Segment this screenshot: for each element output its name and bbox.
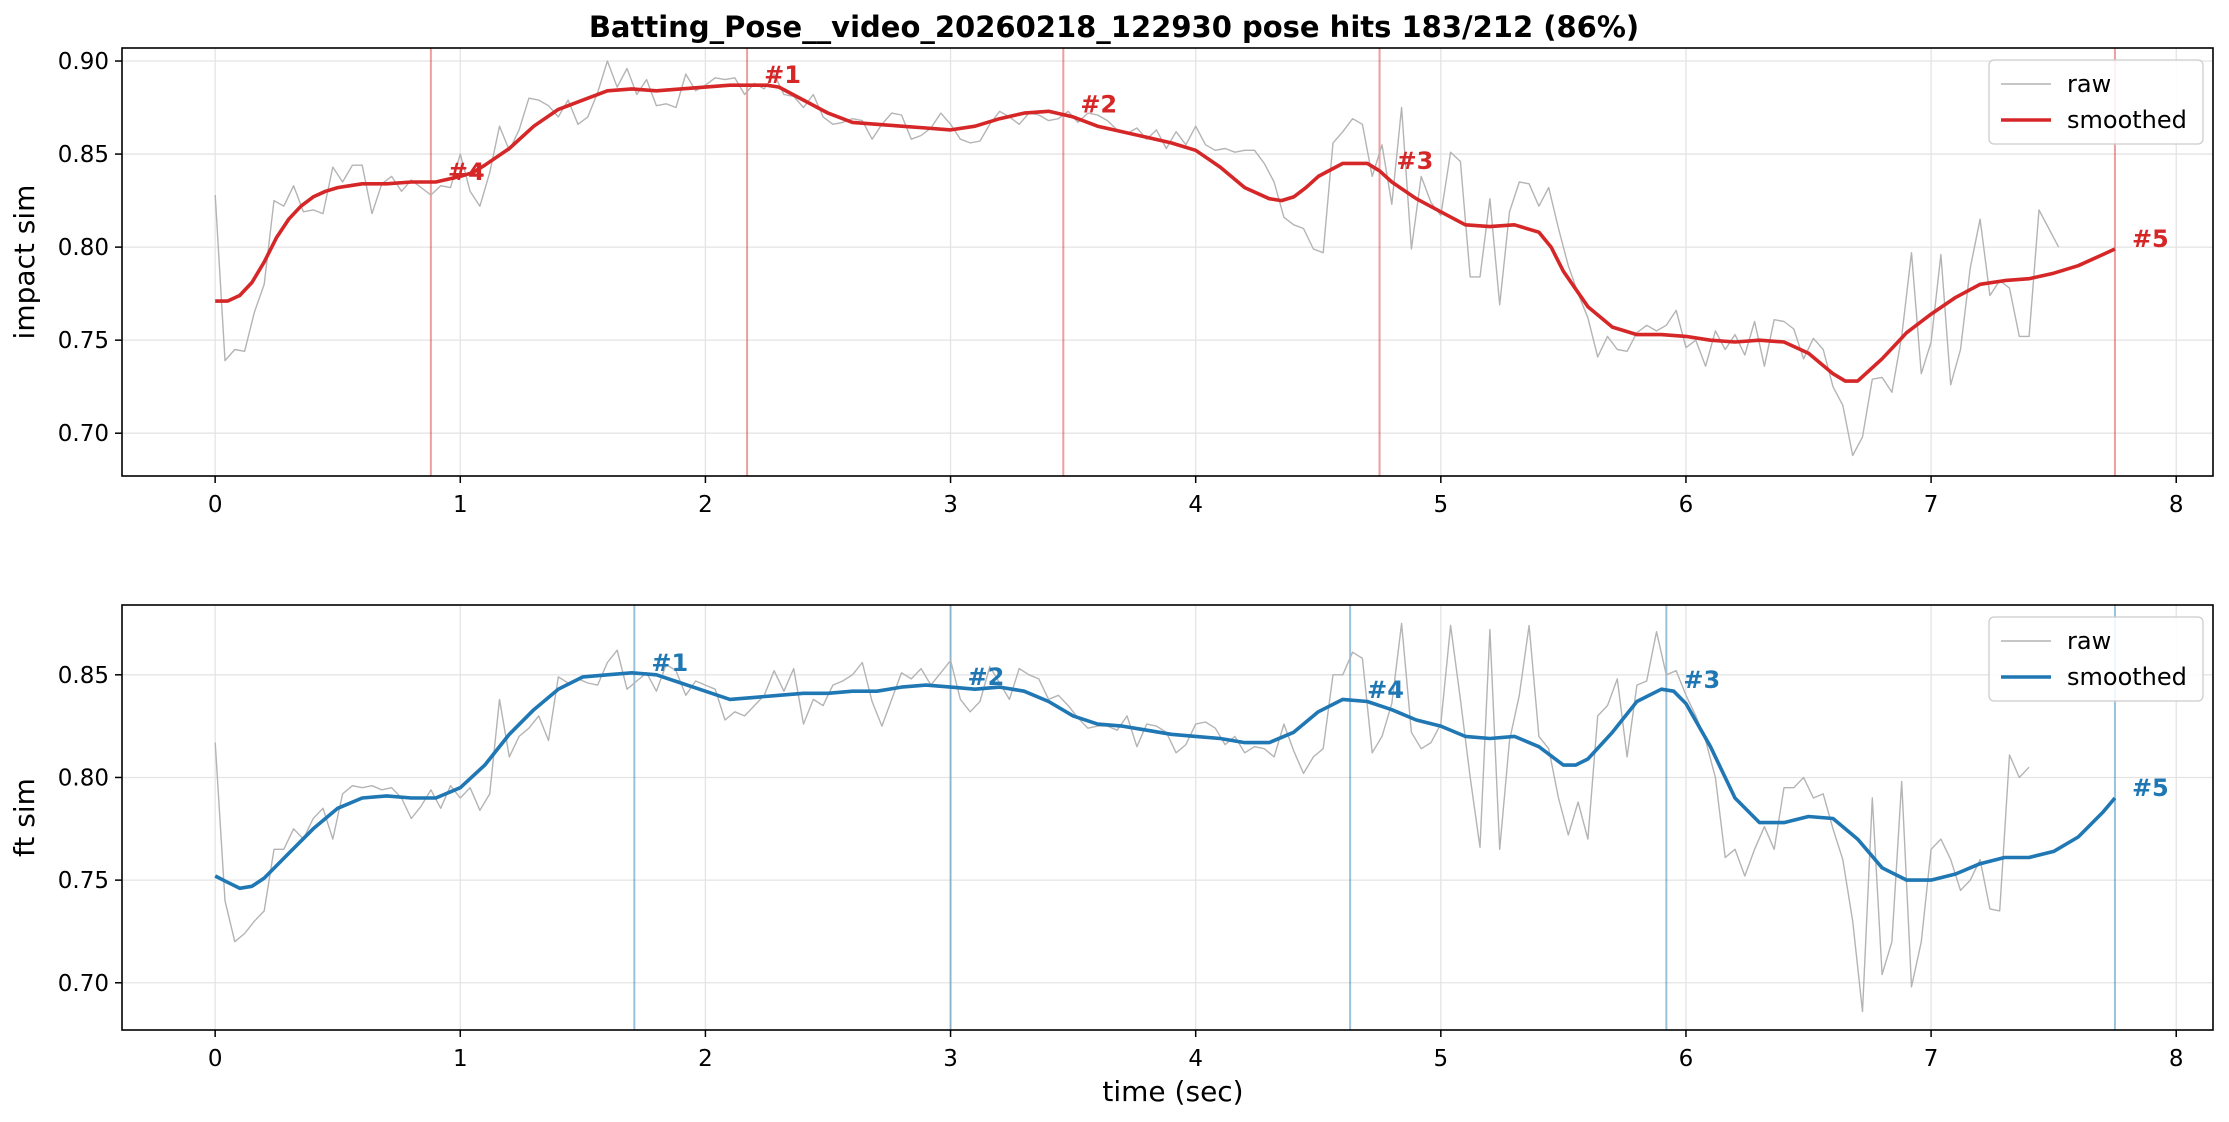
- raw-series-line: [214, 60, 2060, 457]
- y-tick-label: 0.85: [58, 663, 109, 689]
- x-tick-label: 7: [1924, 1046, 1939, 1072]
- y-tick-label: 0.70: [58, 421, 109, 447]
- x-tick-label: 2: [698, 492, 713, 518]
- x-tick-label: 1: [453, 492, 468, 518]
- peak-label: #4: [1367, 676, 1404, 704]
- y-tick-label: 0.90: [58, 49, 109, 75]
- peak-label: #3: [1397, 147, 1434, 175]
- x-axis-label: time (sec): [1102, 1075, 1243, 1108]
- peak-label: #4: [448, 158, 485, 186]
- peak-label: #1: [651, 649, 688, 677]
- legend-entry: smoothed: [2067, 663, 2187, 691]
- ft-sim-panel: #1 #2 #3 #4 #5 0 1 2 3 4 5 6 7 8 0.70 0.75 0.80 0.85 ft si…: [8, 604, 2214, 1072]
- x-tick-label: 8: [2169, 492, 2184, 518]
- legend: raw smoothed: [1988, 616, 2204, 702]
- x-tick-label: 8: [2169, 1046, 2184, 1072]
- legend-box: [1988, 616, 2204, 702]
- axes-frame: [121, 604, 2214, 1031]
- peak-label: #5: [2132, 225, 2169, 253]
- impact-sim-panel: #1 #2 #3 #4 #5 0 1 2 3 4 5 6 7 8 0.70 0.75 0.80 0.85 0.90 i…: [8, 47, 2214, 518]
- y-tick-label: 0.75: [58, 328, 109, 354]
- y-tick-label: 0.85: [58, 142, 109, 168]
- x-tick-label: 3: [943, 1046, 958, 1072]
- y-tick-label: 0.70: [58, 971, 109, 997]
- x-tick-label: 6: [1679, 492, 1694, 518]
- smoothed-series-line: [215, 83, 2116, 383]
- x-tick-label: 3: [943, 492, 958, 518]
- legend-box: [1988, 59, 2204, 145]
- x-tick-label: 4: [1188, 1046, 1203, 1072]
- x-tick-label: 5: [1434, 492, 1449, 518]
- x-tick-label: 7: [1924, 492, 1939, 518]
- x-tick-label: 5: [1434, 1046, 1449, 1072]
- peak-label: #5: [2132, 774, 2169, 802]
- y-tick-label: 0.80: [58, 765, 109, 791]
- legend-entry: smoothed: [2067, 106, 2187, 134]
- x-tick-label: 0: [208, 1046, 223, 1072]
- axes-frame: [121, 47, 2214, 477]
- y-axis-label: impact sim: [8, 185, 41, 340]
- y-tick-label: 0.80: [58, 235, 109, 261]
- x-tick-label: 2: [698, 1046, 713, 1072]
- peak-label: #1: [764, 61, 801, 89]
- peak-label: #3: [1683, 666, 1720, 694]
- legend: raw smoothed: [1988, 59, 2204, 145]
- x-tick-label: 0: [208, 492, 223, 518]
- peak-label: #2: [1080, 91, 1117, 119]
- legend-entry: raw: [2067, 627, 2111, 655]
- legend-entry: raw: [2067, 70, 2111, 98]
- peak-label: #2: [968, 663, 1005, 691]
- y-axis-label: ft sim: [8, 778, 41, 857]
- x-tick-label: 1: [453, 1046, 468, 1072]
- smoothed-series-line: [214, 671, 2117, 891]
- y-tick-label: 0.75: [58, 868, 109, 894]
- x-tick-label: 6: [1679, 1046, 1694, 1072]
- chart-title: Batting_Pose__video_20260218_122930 pose…: [589, 10, 1639, 44]
- x-tick-label: 4: [1188, 492, 1203, 518]
- raw-series-line: [214, 622, 2030, 1013]
